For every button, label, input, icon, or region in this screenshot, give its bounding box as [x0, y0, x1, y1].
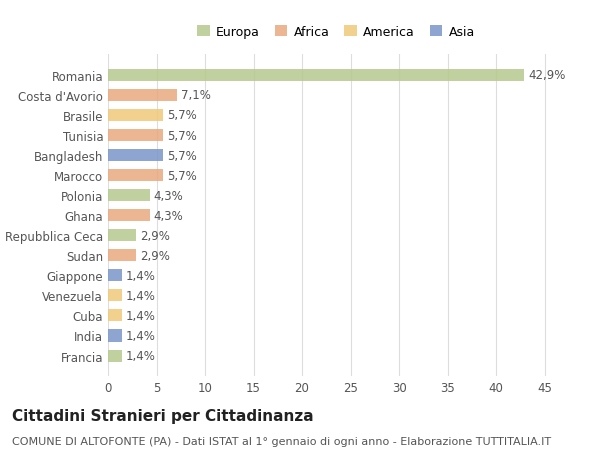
Text: 5,7%: 5,7% [167, 149, 197, 162]
Legend: Europa, Africa, America, Asia: Europa, Africa, America, Asia [193, 22, 479, 42]
Bar [108, 310, 122, 322]
Bar [108, 190, 150, 202]
Bar [108, 350, 122, 362]
Text: 1,4%: 1,4% [125, 269, 155, 282]
Text: 4,3%: 4,3% [154, 209, 184, 222]
Text: 5,7%: 5,7% [167, 129, 197, 142]
Text: 1,4%: 1,4% [125, 349, 155, 362]
Bar [108, 270, 122, 282]
Text: Cittadini Stranieri per Cittadinanza: Cittadini Stranieri per Cittadinanza [12, 409, 314, 424]
Bar [108, 250, 136, 262]
Text: 5,7%: 5,7% [167, 109, 197, 122]
Text: 1,4%: 1,4% [125, 289, 155, 302]
Text: 1,4%: 1,4% [125, 309, 155, 322]
Text: 4,3%: 4,3% [154, 189, 184, 202]
Bar [108, 230, 136, 242]
Bar [108, 70, 524, 82]
Text: 2,9%: 2,9% [140, 249, 170, 262]
Text: 7,1%: 7,1% [181, 89, 211, 102]
Text: 1,4%: 1,4% [125, 329, 155, 342]
Bar [108, 90, 177, 102]
Bar [108, 170, 163, 182]
Bar [108, 150, 163, 162]
Bar [108, 130, 163, 142]
Text: 42,9%: 42,9% [528, 69, 565, 82]
Text: 2,9%: 2,9% [140, 229, 170, 242]
Bar [108, 210, 150, 222]
Text: COMUNE DI ALTOFONTE (PA) - Dati ISTAT al 1° gennaio di ogni anno - Elaborazione : COMUNE DI ALTOFONTE (PA) - Dati ISTAT al… [12, 436, 551, 446]
Bar [108, 110, 163, 122]
Text: 5,7%: 5,7% [167, 169, 197, 182]
Bar [108, 290, 122, 302]
Bar [108, 330, 122, 342]
